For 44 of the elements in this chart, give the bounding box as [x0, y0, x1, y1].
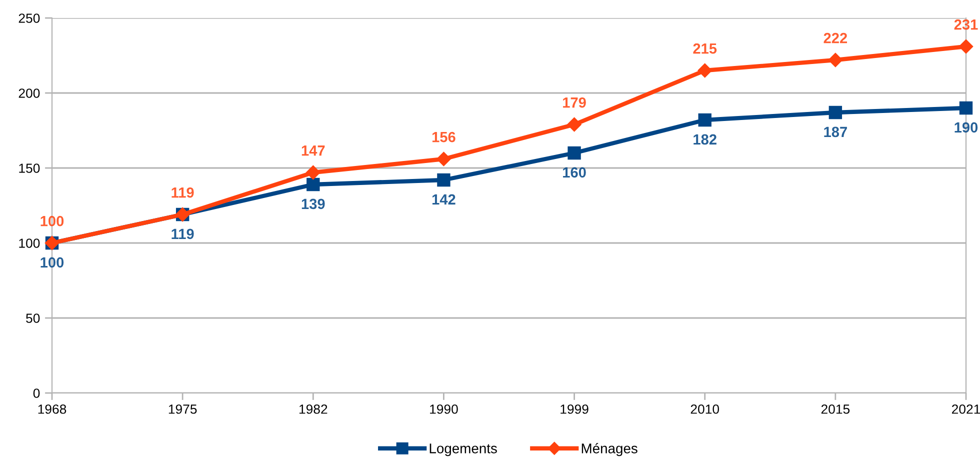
point	[959, 101, 973, 115]
data-label: 142	[432, 194, 456, 204]
data-label: 222	[824, 32, 848, 44]
y-tick-label: 0	[33, 388, 40, 398]
x-tick-label: 2021	[952, 404, 980, 414]
x-tick-label: 2010	[690, 404, 720, 414]
x-tick-label: 1975	[168, 404, 197, 414]
point	[568, 146, 581, 160]
legend-label: Logements	[430, 444, 497, 456]
data-label: 147	[302, 146, 325, 156]
data-label: 139	[302, 198, 325, 210]
data-label: 160	[563, 167, 586, 178]
y-tick-label: 50	[26, 314, 40, 323]
data-label: 119	[172, 228, 194, 240]
y-tick-label: 250	[18, 14, 40, 23]
data-label: 215	[693, 43, 717, 54]
data-label: 190	[954, 122, 978, 133]
x-tick-label: 1990	[430, 404, 458, 414]
point	[306, 178, 320, 192]
point	[306, 165, 320, 180]
point	[828, 52, 843, 68]
point	[698, 63, 712, 78]
data-label: 179	[563, 97, 586, 108]
x-tick-label: 2015	[821, 404, 850, 414]
point	[567, 117, 582, 132]
data-label: 100	[40, 216, 64, 226]
y-tick-label: 100	[19, 238, 40, 248]
data-label: 182	[694, 134, 716, 145]
point	[698, 113, 712, 127]
y-tick-label: 150	[19, 164, 40, 173]
point	[436, 152, 451, 166]
point	[828, 106, 842, 120]
point	[437, 173, 450, 187]
data-label: 119	[172, 187, 194, 198]
point	[958, 39, 974, 54]
x-tick-label: 1982	[299, 404, 328, 414]
data-label: 231	[954, 19, 978, 30]
x-tick-label: 1999	[560, 404, 588, 414]
y-tick-label: 200	[18, 88, 40, 98]
x-tick-label: 1968	[38, 404, 66, 414]
legend-label: Ménages	[582, 443, 638, 456]
data-label: 156	[432, 132, 456, 142]
data-label: 100	[40, 257, 64, 268]
data-label: 187	[824, 126, 847, 138]
